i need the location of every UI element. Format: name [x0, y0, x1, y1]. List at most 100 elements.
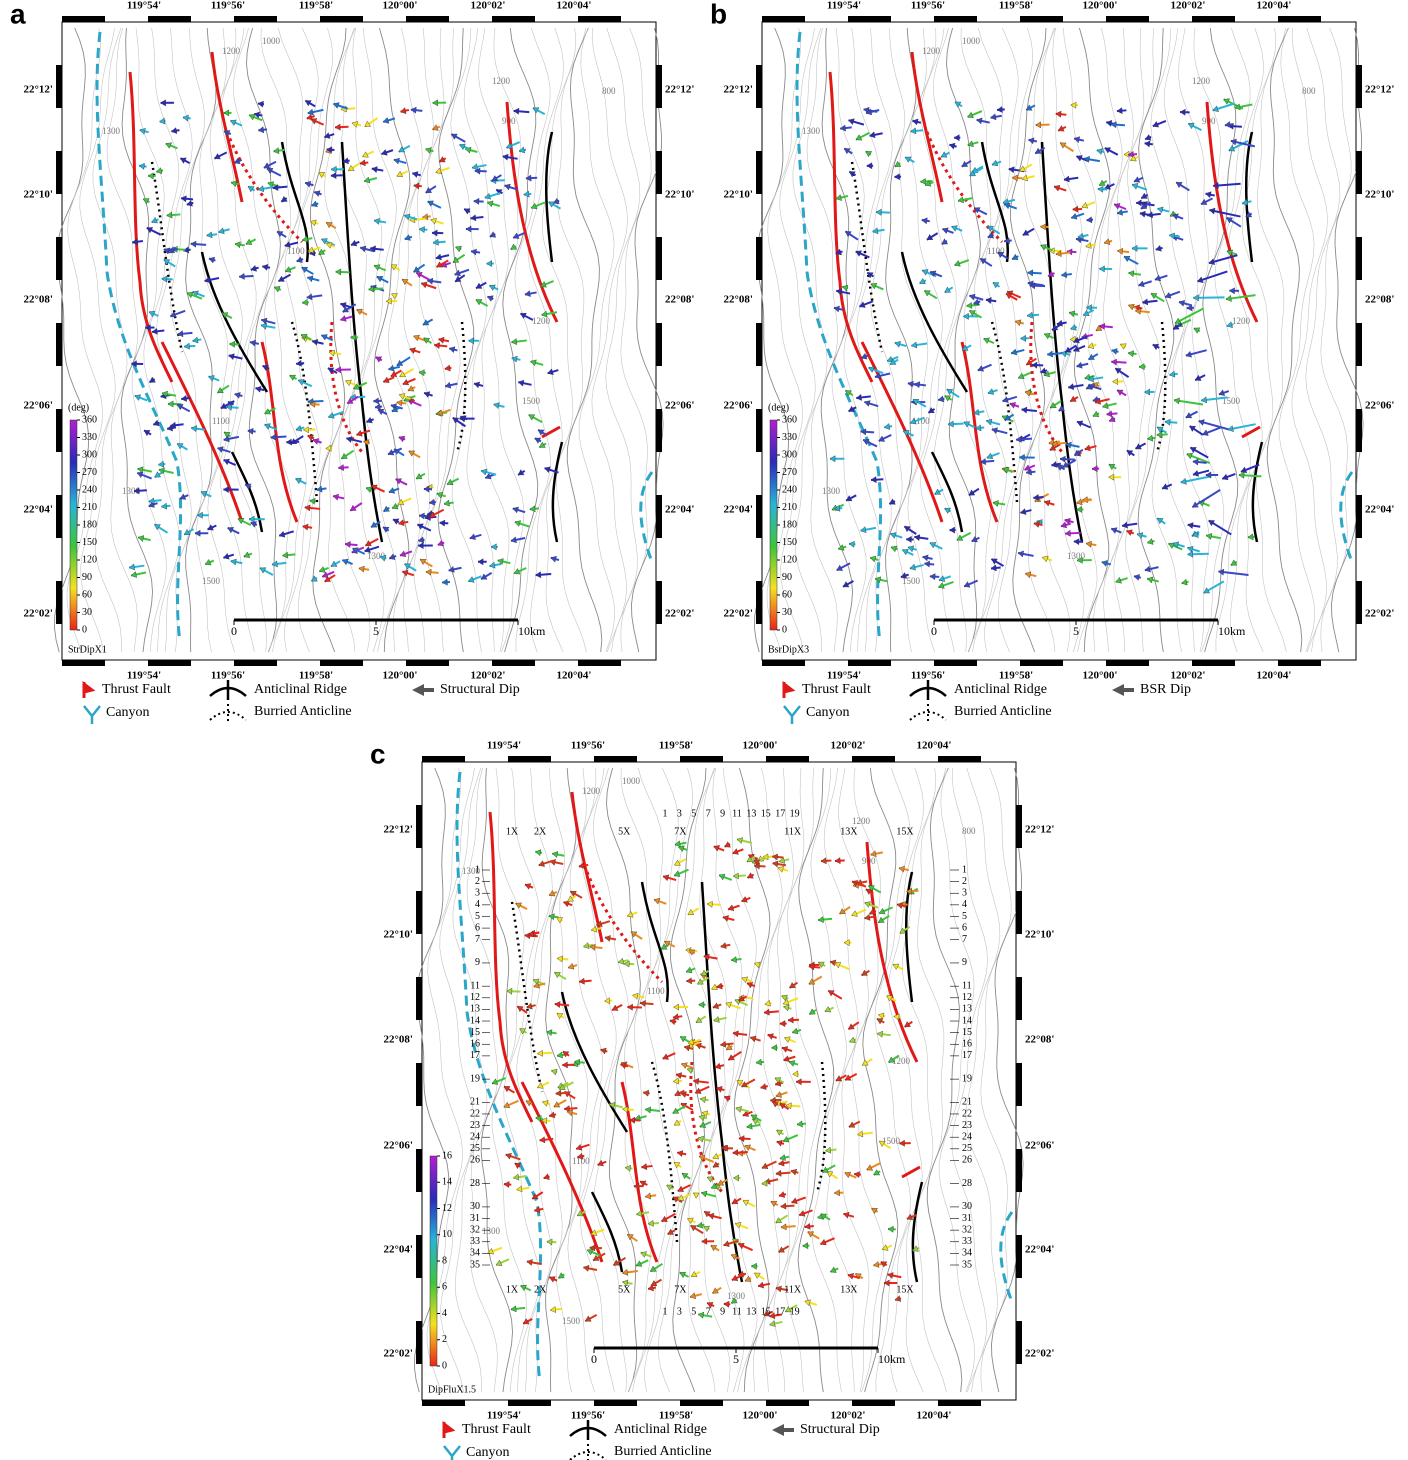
legend-text: Burried Anticline: [614, 1444, 712, 1459]
line-label: 2: [475, 876, 480, 887]
colorbar-tick-label: 16: [442, 1150, 452, 1161]
contour-label: 1500: [562, 1316, 581, 1326]
frame-tick: [756, 581, 762, 624]
colorbar-tick-label: 60: [82, 589, 92, 600]
latitude-label: 22°06': [1365, 400, 1394, 412]
map-background: [762, 22, 1356, 660]
trace-label: 3: [677, 1306, 682, 1317]
frame-tick: [656, 495, 662, 538]
scale-label: 5: [373, 624, 379, 638]
longitude-label: 119°58': [659, 740, 693, 752]
line-label: 13: [470, 1004, 480, 1015]
frame-tick: [1356, 151, 1362, 194]
latitude-label: 22°02': [665, 608, 694, 620]
frame-tick: [938, 1400, 981, 1406]
scale-label: 0: [231, 624, 237, 638]
colorbar-tick-label: 360: [82, 414, 97, 425]
trace-label: 9: [720, 808, 725, 819]
latitude-label: 22°12': [1025, 824, 1054, 836]
line-label: 28: [470, 1178, 480, 1189]
legend-text: Thrust Fault: [102, 682, 171, 697]
colorbar-name: StrDipX1: [68, 644, 107, 655]
colorbar-tick-label: 150: [782, 537, 797, 548]
line-label: 24: [962, 1132, 972, 1143]
frame-tick: [1278, 660, 1321, 666]
longitude-label: 120°00': [743, 1410, 778, 1422]
latitude-label: 22°02': [24, 608, 53, 620]
colorbar-name: DipFluX1.5: [428, 1384, 476, 1395]
contour-label: 1200: [532, 316, 551, 326]
column-label: 2X: [534, 826, 547, 837]
longitude-label: 120°04': [1257, 670, 1292, 682]
line-label: 11: [470, 980, 480, 991]
contour-label: 800: [602, 86, 616, 96]
colorbar-tick-label: 360: [782, 414, 797, 425]
frame-tick: [1278, 16, 1321, 22]
legend-buried-symbol: [570, 1444, 606, 1460]
longitude-label: 120°00': [383, 670, 418, 682]
latitude-label: 22°12': [1365, 84, 1394, 96]
frame-tick: [578, 660, 621, 666]
latitude-label: 22°02': [724, 608, 753, 620]
longitude-label: 119°58': [999, 670, 1033, 682]
trace-label: 11: [732, 1306, 742, 1317]
frame-tick: [656, 581, 662, 624]
frame-tick: [234, 660, 277, 666]
latitude-label: 22°08': [665, 294, 694, 306]
line-label: 4: [962, 899, 967, 910]
trace-label: 15: [761, 1306, 771, 1317]
frame-tick: [852, 1400, 895, 1406]
line-label: 25: [470, 1143, 480, 1154]
frame-tick: [416, 1235, 422, 1278]
frame-tick: [680, 756, 723, 762]
panel-letter: a: [10, 0, 26, 29]
contour-label: 1000: [622, 776, 641, 786]
line-label: 35: [470, 1259, 480, 1270]
line-label: 4: [475, 899, 480, 910]
latitude-label: 22°04': [724, 504, 753, 516]
trace-label: 19: [790, 1306, 800, 1317]
frame-tick: [1106, 16, 1149, 22]
longitude-label: 119°54': [487, 1410, 521, 1422]
longitude-label: 119°54': [487, 740, 521, 752]
colorbar-tick-label: 240: [82, 484, 97, 495]
legend-ridge-symbol: [910, 680, 946, 700]
legend-text: Burried Anticline: [254, 704, 352, 719]
frame-tick: [62, 660, 105, 666]
colorbar-tick-label: 60: [782, 589, 792, 600]
column-label: 11X: [784, 826, 802, 837]
colorbar-tick-label: 14: [442, 1177, 452, 1188]
latitude-label: 22°08': [24, 294, 53, 306]
longitude-label: 119°54': [827, 0, 861, 12]
scale-label: 0: [591, 1352, 597, 1366]
trace-label: 5: [691, 1306, 696, 1317]
contour-label: 1500: [522, 396, 541, 406]
longitude-label: 119°56': [911, 0, 945, 12]
line-label: 21: [962, 1097, 972, 1108]
legend-text: Canyon: [806, 705, 850, 720]
frame-tick: [416, 1063, 422, 1106]
line-label: 26: [962, 1155, 972, 1166]
line-label: 19: [962, 1073, 972, 1084]
map-panel: 1200100013001100120015001300150011001300…: [370, 738, 1054, 1460]
line-label: 1: [475, 864, 480, 875]
frame-tick: [852, 756, 895, 762]
frame-tick: [1356, 495, 1362, 538]
frame-tick: [756, 237, 762, 280]
longitude-label: 120°02': [831, 740, 866, 752]
colorbar: [770, 420, 777, 630]
column-label: 5X: [618, 1284, 631, 1295]
scale-label: 5: [733, 1352, 739, 1366]
colorbar-unit: (deg): [68, 402, 89, 413]
trace-label: 1: [663, 1306, 668, 1317]
trace-label: 15: [761, 808, 771, 819]
latitude-label: 22°08': [384, 1034, 413, 1046]
scale-label: 10km: [1218, 624, 1246, 638]
legend-dip-symbol: [412, 684, 434, 696]
trace-label: 17: [775, 1306, 785, 1317]
legend-buried-symbol: [210, 704, 246, 724]
legend-ridge-symbol: [570, 1420, 606, 1440]
legend-text: Anticlinal Ridge: [254, 682, 347, 697]
legend-ridge-symbol: [210, 680, 246, 700]
